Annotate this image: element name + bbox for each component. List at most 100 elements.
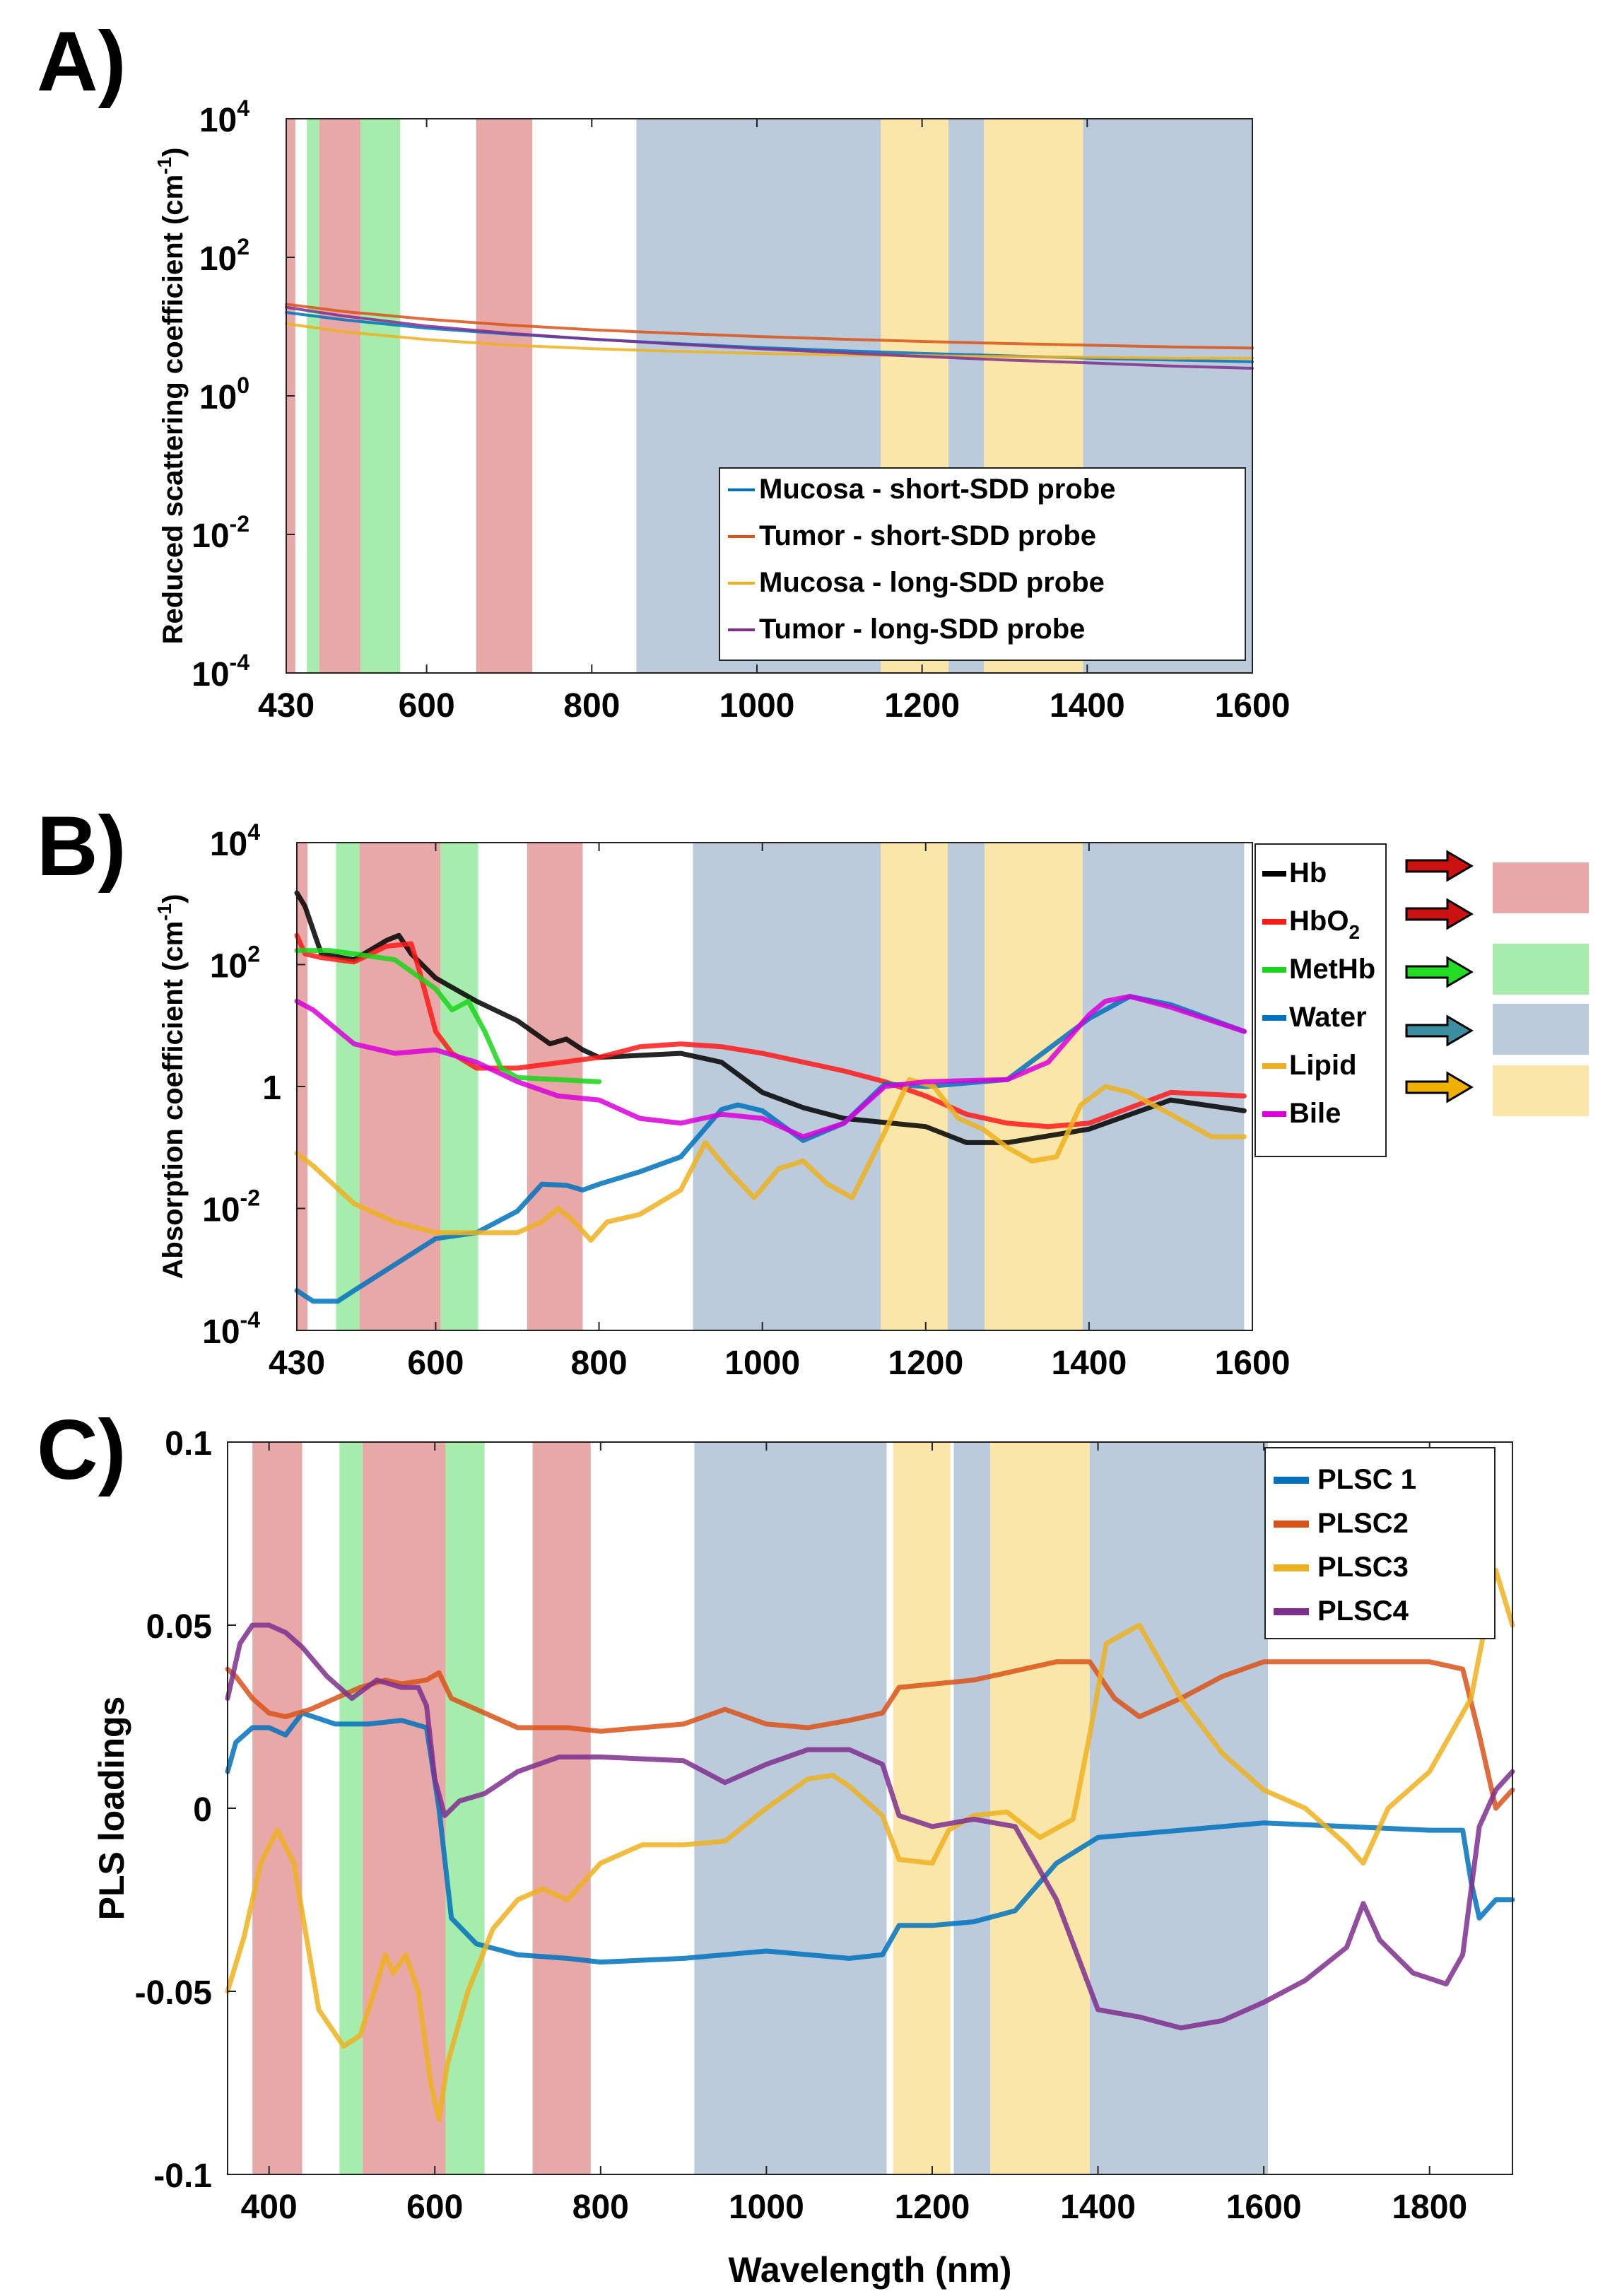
x-axis-label: Wavelength (nm)	[729, 2250, 1012, 2290]
legend-label: Bile	[1289, 1098, 1341, 1129]
legend-arrow-icon	[1405, 850, 1474, 882]
legend-arrow-icon	[1405, 1014, 1474, 1047]
series-line-mucosa-long-sdd-probe	[285, 322, 1254, 360]
series-line-plsc2	[225, 1659, 1515, 1811]
x-tick-label: 1600	[1226, 2189, 1302, 2226]
series-line-tumor-long-sdd-probe	[285, 305, 1254, 370]
legend-band-swatch	[1493, 1065, 1589, 1116]
series-line-hb	[294, 890, 1247, 1145]
x-tick-label: 800	[571, 1345, 628, 1382]
x-tick-label: 600	[399, 687, 455, 725]
legend-label: MetHb	[1289, 954, 1375, 985]
x-tick-label: 800	[563, 687, 620, 725]
legend-band-swatch	[1493, 1004, 1589, 1055]
x-tick-label: 800	[572, 2189, 629, 2226]
legend-band-swatch	[1493, 862, 1589, 913]
y-tick-label: 10-2	[202, 1185, 260, 1229]
wavelength-band-red	[359, 843, 441, 1330]
x-tick-label: 400	[241, 2189, 298, 2226]
wavelength-band-green	[440, 843, 478, 1330]
y-tick-label: -0.05	[135, 1974, 212, 2012]
legend-label: Mucosa - long-SDD probe	[759, 567, 1105, 598]
x-tick-label: 1000	[729, 2189, 804, 2226]
x-tick-label: 1400	[1060, 2189, 1136, 2226]
x-tick-label: 600	[406, 2189, 463, 2226]
wavelength-band-green	[307, 119, 319, 673]
y-tick-label: -0.1	[153, 2157, 212, 2195]
y-tick-label: 0.05	[146, 1608, 212, 1646]
series-line-plsc-1	[225, 1710, 1515, 1965]
x-tick-label: 1000	[719, 687, 795, 725]
panel-label: A)	[37, 14, 127, 109]
x-tick-label: 600	[407, 1345, 464, 1382]
wavelength-band-blue	[1089, 1442, 1268, 2174]
x-tick-label: 1200	[888, 1345, 963, 1382]
wavelength-band-green	[339, 1442, 363, 2174]
series-line-plsc3	[225, 1567, 1515, 2122]
series-line-tumor-short-sdd-probe	[285, 303, 1254, 350]
x-tick-label: 1800	[1392, 2189, 1467, 2226]
y-tick-label: 104	[199, 95, 249, 139]
legend-band-swatch	[1493, 944, 1589, 995]
wavelength-band-blue	[694, 1442, 887, 2174]
series-line-bile	[294, 994, 1247, 1140]
legend-label: PLSC2	[1317, 1508, 1409, 1539]
legend-label: Water	[1289, 1002, 1367, 1033]
y-tick-label: 0	[193, 1791, 212, 1829]
legend-arrow-icon	[1405, 898, 1474, 930]
wavelength-band-red	[252, 1442, 302, 2174]
wavelength-band-red	[532, 1442, 591, 2174]
series-line-hbo2	[294, 932, 1247, 1130]
wavelength-band-green	[336, 843, 360, 1330]
y-tick-label: 10-4	[192, 650, 249, 693]
wavelength-band-blue	[693, 843, 881, 1330]
panel-label: C)	[37, 1402, 127, 1497]
x-tick-label: 430	[269, 1345, 325, 1382]
y-tick-label: 104	[210, 819, 260, 863]
y-tick-label: 0.1	[165, 1425, 212, 1463]
legend-label: PLSC 1	[1317, 1464, 1416, 1495]
y-axis-label: Absorption coefficient (cm-1)	[153, 894, 189, 1279]
y-tick-label: 102	[199, 234, 249, 278]
x-tick-label: 1600	[1215, 687, 1291, 725]
series-line-lipid	[294, 1077, 1247, 1243]
wavelength-band-yellow	[893, 1442, 951, 2174]
y-tick-label: 102	[210, 942, 260, 985]
wavelength-band-red	[476, 119, 533, 673]
wavelength-band-green	[360, 119, 401, 673]
legend-label: Tumor - long-SDD probe	[759, 614, 1085, 645]
legend-label: PLSC4	[1317, 1595, 1409, 1627]
y-tick-label: 10-4	[202, 1307, 260, 1351]
legend-arrow-icon	[1405, 1071, 1474, 1103]
legend-label: Mucosa - short-SDD probe	[759, 474, 1115, 505]
legend-label: PLSC3	[1317, 1552, 1409, 1583]
x-tick-label: 1200	[884, 687, 960, 725]
legend-arrow-icon	[1405, 956, 1474, 988]
y-tick-label: 10-2	[192, 511, 249, 555]
legend-box	[719, 467, 1246, 661]
x-tick-label: 1400	[1050, 687, 1125, 725]
panel-1: A) 430 600 800 1000 1200 1400 1600 104 102 100 10-2…	[37, 14, 1290, 725]
y-tick-label: 1	[262, 1070, 281, 1107]
wavelength-band-yellow	[984, 843, 1083, 1330]
series-line-methb	[294, 948, 602, 1084]
legend-label: Tumor - short-SDD probe	[759, 520, 1096, 551]
legend-label: Hb	[1289, 857, 1327, 889]
y-tick-label: 100	[199, 373, 249, 416]
wavelength-band-red	[363, 1442, 446, 2174]
wavelength-band-red	[319, 119, 361, 673]
series-line-plsc4	[225, 1622, 1515, 2031]
x-tick-label: 1400	[1051, 1345, 1127, 1382]
x-tick-label: 430	[258, 687, 315, 725]
x-tick-label: 1600	[1215, 1345, 1291, 1382]
y-axis-label: Reduced scattering coefficient (cm-1)	[153, 148, 189, 645]
panel-2: B) 430 600 800 1000 1200 1400 1600 104 102 1 10-2 10…	[37, 799, 1589, 1382]
y-axis-label: PLS loadings	[92, 1697, 131, 1921]
x-tick-label: 1000	[724, 1345, 800, 1382]
panel-label: B)	[37, 799, 127, 894]
wavelength-band-blue	[953, 1442, 991, 2174]
legend-label: Lipid	[1289, 1050, 1357, 1081]
legend-box	[1254, 843, 1387, 1157]
panel-3: C) 400 600 800 1000 1200 1400 1600 1800 0.1 0.05 0 -…	[37, 1402, 1515, 2290]
